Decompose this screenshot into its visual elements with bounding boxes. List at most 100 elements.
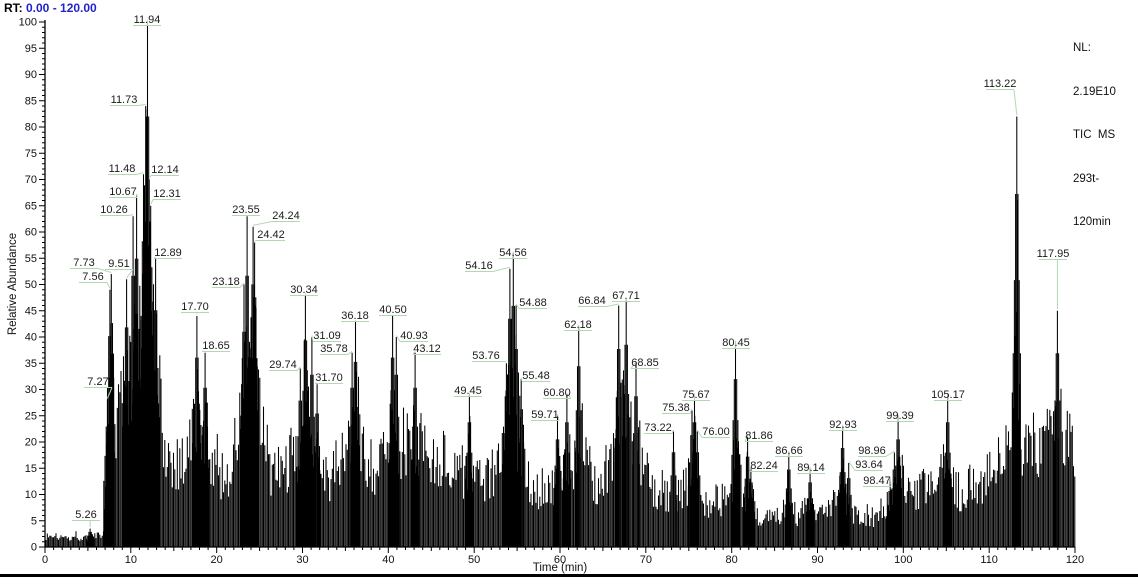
peak-leader-line bbox=[744, 435, 773, 442]
y-tick-label: 40 bbox=[25, 332, 37, 344]
peak-leader-line bbox=[232, 214, 260, 216]
peak-leader-line bbox=[100, 214, 134, 216]
x-tick-label: 60 bbox=[554, 554, 566, 566]
peak-leader-line bbox=[110, 104, 146, 106]
legend-line-nl: NL: bbox=[1073, 42, 1091, 54]
tic-trace bbox=[45, 22, 1076, 547]
peak-label: 105.17 bbox=[931, 389, 965, 401]
peak-leader-line bbox=[109, 193, 138, 198]
bottom-border bbox=[0, 574, 1138, 577]
peak-label: 98.47 bbox=[863, 475, 891, 487]
y-tick-label: 0 bbox=[31, 542, 37, 554]
peak-label: 75.38 bbox=[662, 402, 690, 414]
peak-leader-line bbox=[454, 393, 482, 397]
peak-label: 113.22 bbox=[984, 78, 1017, 90]
peak-label: 54.56 bbox=[499, 247, 527, 259]
peak-label: 23.18 bbox=[212, 276, 240, 288]
peak-leader-line bbox=[564, 325, 592, 331]
peak-label: 54.16 bbox=[465, 260, 493, 272]
y-tick-label: 35 bbox=[25, 358, 37, 370]
y-tick-label: 45 bbox=[25, 305, 37, 317]
x-tick-label: 10 bbox=[125, 554, 137, 566]
peak-label: 24.42 bbox=[257, 229, 285, 241]
peak-leader-line bbox=[105, 269, 134, 279]
peak-label: 11.73 bbox=[111, 94, 138, 106]
rt-range-header: RT: 0.00 - 120.00 bbox=[4, 1, 97, 15]
y-tick-label: 90 bbox=[25, 69, 37, 81]
peak-label: 10.26 bbox=[100, 204, 128, 216]
peak-leader-line bbox=[499, 251, 527, 259]
peak-label: 75.67 bbox=[682, 389, 710, 401]
peak-leader-line bbox=[290, 293, 318, 296]
peak-leader-line bbox=[108, 172, 144, 175]
y-tick-label: 70 bbox=[25, 174, 37, 186]
rt-label: RT: bbox=[4, 1, 26, 15]
peak-leader-line bbox=[79, 282, 111, 289]
peak-leader-line bbox=[612, 298, 640, 302]
peak-label: 24.24 bbox=[272, 210, 300, 222]
peak-label: 31.09 bbox=[313, 330, 341, 342]
peak-label: 9.51 bbox=[108, 258, 129, 270]
peak-leader-line bbox=[84, 387, 113, 399]
peak-label: 98.96 bbox=[858, 445, 886, 457]
peak-leader-line bbox=[858, 450, 895, 457]
peak-label: 11.94 bbox=[134, 14, 161, 26]
peak-leader-line bbox=[520, 377, 550, 382]
legend-line-detector: TIC MS bbox=[1073, 129, 1116, 141]
peak-leader-line bbox=[662, 408, 693, 414]
legend-line-scale: 2.19E10 bbox=[1073, 85, 1116, 98]
y-tick-label: 75 bbox=[25, 148, 37, 160]
peak-leader-line bbox=[153, 256, 182, 259]
peak-label: 67.71 bbox=[612, 290, 640, 302]
axis-ticks bbox=[39, 21, 1076, 553]
peak-label: 36.18 bbox=[341, 310, 369, 322]
peak-label: 7.73 bbox=[73, 257, 94, 269]
peak-leader-line bbox=[148, 175, 179, 179]
peak-leader-line bbox=[829, 424, 857, 431]
peak-leader-line bbox=[749, 466, 778, 472]
peak-label: 7.56 bbox=[82, 271, 103, 283]
peak-label: 5.26 bbox=[75, 509, 96, 521]
peak-label: 40.93 bbox=[400, 330, 428, 342]
peak-leader-line bbox=[395, 335, 428, 342]
peak-leader-line bbox=[722, 340, 750, 349]
x-tick-label: 50 bbox=[468, 554, 480, 566]
rt-range-value: 0.00 - 120.00 bbox=[26, 1, 97, 15]
peak-label: 40.50 bbox=[379, 304, 407, 316]
peak-leader-line bbox=[775, 451, 803, 457]
peak-label: 55.48 bbox=[522, 370, 550, 382]
peak-leader-line bbox=[515, 303, 547, 309]
peak-leader-line bbox=[379, 314, 407, 316]
peak-label: 92.93 bbox=[829, 419, 857, 431]
peak-label: 17.70 bbox=[181, 301, 209, 313]
y-tick-label: 25 bbox=[25, 410, 37, 422]
peak-leader-line bbox=[72, 520, 100, 528]
peak-label: 93.64 bbox=[855, 459, 883, 471]
peak-leader-line bbox=[70, 268, 112, 273]
peak-leader-line bbox=[986, 89, 1018, 116]
peak-label: 89.14 bbox=[797, 462, 825, 474]
peak-leader-line bbox=[682, 393, 710, 401]
peak-label: 18.65 bbox=[202, 340, 230, 352]
y-tick-label: 55 bbox=[25, 253, 37, 265]
y-tick-label: 30 bbox=[25, 384, 37, 396]
peak-label: 99.39 bbox=[886, 410, 914, 422]
peak-leader-line bbox=[863, 477, 892, 487]
peak-leader-line bbox=[269, 366, 301, 371]
peak-leader-line bbox=[696, 429, 730, 438]
peak-label: 68.85 bbox=[631, 357, 659, 369]
peak-leader-line bbox=[181, 312, 209, 315]
peak-label: 30.34 bbox=[290, 284, 318, 296]
x-tick-label: 100 bbox=[894, 554, 912, 566]
peak-leader-line bbox=[543, 392, 572, 399]
peak-leader-line bbox=[320, 350, 353, 355]
peak-leader-line bbox=[254, 240, 285, 242]
peak-label: 49.45 bbox=[454, 385, 482, 397]
peak-leader-line bbox=[797, 466, 825, 474]
peak-label: 62.18 bbox=[564, 319, 592, 331]
peak-label: 76.00 bbox=[702, 426, 730, 438]
legend-line-sample-2: 120min bbox=[1073, 216, 1111, 228]
y-tick-label: 10 bbox=[25, 489, 37, 501]
peak-leader-line bbox=[253, 221, 300, 226]
